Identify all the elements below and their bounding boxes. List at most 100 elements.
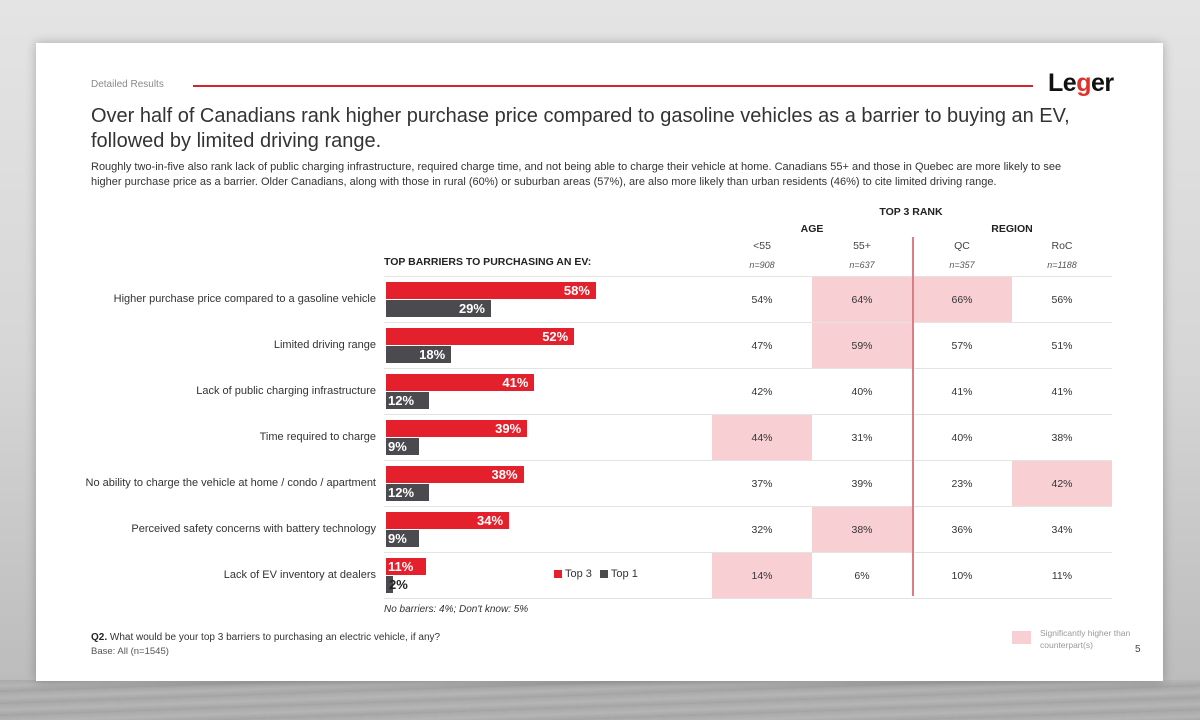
col-sample-size: n=908: [749, 260, 775, 270]
category-label: Higher purchase price compared to a gaso…: [113, 292, 376, 305]
bar-value-label: 9%: [388, 439, 407, 454]
table-cell: 41%: [1051, 385, 1073, 398]
bar-top3: 52%: [386, 328, 575, 345]
bar-top1: 12%: [386, 484, 430, 501]
leger-logo: Leger: [1048, 69, 1114, 98]
col-sample-size: n=357: [949, 260, 975, 270]
chart-legend: Top 3 Top 1: [554, 568, 638, 580]
col-sample-size: n=1188: [1047, 260, 1077, 270]
category-label: Perceived safety concerns with battery t…: [131, 522, 376, 535]
table-cell: 47%: [751, 339, 773, 352]
bar-value-label: 18%: [419, 347, 446, 362]
slide: Detailed Results Leger Over half of Cana…: [36, 43, 1163, 681]
group-age: AGE: [800, 223, 824, 235]
significance-swatch: [1012, 631, 1031, 644]
col-header: <55: [753, 240, 771, 252]
category-label: No ability to charge the vehicle at home…: [85, 476, 376, 489]
bar-value-label: 34%: [477, 513, 504, 528]
bar-value-label: 29%: [458, 301, 485, 316]
bar-value-label: 11%: [388, 559, 414, 574]
bar-top3: 34%: [386, 512, 510, 529]
bar-value-label: 38%: [491, 467, 518, 482]
table-cell: 57%: [951, 339, 973, 352]
base-text: Base: All (n=1545): [91, 646, 169, 657]
table-cell: 31%: [851, 431, 873, 444]
bar-value-label: 58%: [563, 283, 590, 298]
bar-top3: 58%: [386, 282, 596, 299]
category-label: Lack of EV inventory at dealers: [223, 568, 376, 581]
slide-subtitle: Roughly two-in-five also rank lack of pu…: [91, 161, 1062, 188]
col-header: QC: [954, 240, 970, 252]
col-header: RoC: [1051, 240, 1073, 252]
table-super-header: TOP 3 RANK: [879, 206, 943, 218]
bar-value-label: 2%: [389, 577, 408, 592]
table-cell-highlighted: 64%: [812, 277, 912, 322]
legend-item-top1: Top 1: [599, 568, 638, 580]
table-cell: 32%: [751, 523, 773, 536]
category-label: Limited driving range: [273, 338, 376, 351]
background: [0, 680, 1200, 720]
table-cell: 54%: [751, 293, 773, 306]
table-cell: 40%: [851, 385, 873, 398]
bar-top3: 11%: [386, 558, 426, 575]
col-header: 55+: [853, 240, 871, 252]
table-cell: 39%: [851, 477, 873, 490]
table-cell: 10%: [951, 569, 973, 582]
table-cell: 36%: [951, 523, 973, 536]
question-text: Q2. What would be your top 3 barriers to…: [91, 632, 440, 643]
table-cell: 41%: [951, 385, 973, 398]
legend-swatch-top3: [554, 570, 562, 579]
group-region: REGION: [991, 223, 1033, 235]
row-separator: [384, 598, 1112, 599]
logo-text-1: Le: [1048, 69, 1077, 97]
table-cell: 37%: [751, 477, 773, 490]
legend-item-top3: Top 3: [554, 568, 592, 580]
bar-value-label: 12%: [388, 485, 415, 500]
bar-top1: 9%: [386, 530, 419, 547]
category-label: Time required to charge: [259, 430, 376, 443]
table-cell: 51%: [1051, 339, 1073, 352]
question-body: What would be your top 3 barriers to pur…: [107, 632, 441, 643]
table-cell: 11%: [1051, 569, 1073, 582]
table-cell: 38%: [1051, 431, 1073, 444]
legend-label: Top 1: [610, 568, 638, 580]
section-label: Detailed Results: [91, 79, 164, 90]
row-separator: [384, 552, 1112, 553]
category-label: Lack of public charging infrastructure: [196, 384, 376, 397]
table-cell: 23%: [951, 477, 973, 490]
bar-top1: 12%: [386, 392, 430, 409]
legend-label: Top 3: [565, 568, 592, 580]
bar-top1: 9%: [386, 438, 419, 455]
bar-top1: 18%: [386, 346, 452, 363]
logo-text-2: er: [1090, 69, 1114, 97]
table-cell: 42%: [751, 385, 773, 398]
question-id: Q2.: [91, 632, 108, 643]
chart-title: TOP BARRIERS TO PURCHASING AN EV:: [384, 256, 592, 268]
legend-swatch-top1: [599, 570, 608, 579]
table-cell: 56%: [1051, 293, 1073, 306]
bar-value-label: 52%: [542, 329, 569, 344]
significance-legend: Significantly higher than counterpart(s): [1040, 628, 1131, 650]
bar-top3: 38%: [386, 466, 524, 483]
table-cell-highlighted: 14%: [712, 553, 812, 598]
bar-value-label: 12%: [388, 393, 415, 408]
bar-top1: 29%: [386, 300, 491, 317]
table-cell-highlighted: 38%: [812, 507, 912, 552]
bar-value-label: 9%: [388, 531, 407, 546]
table-cell-highlighted: 44%: [712, 415, 812, 460]
bar-top3: 39%: [386, 420, 528, 437]
page-number: 5: [1135, 644, 1141, 655]
table-cell-highlighted: 42%: [1012, 461, 1112, 506]
region-divider: [912, 237, 914, 596]
table-cell: 34%: [1051, 523, 1073, 536]
table-cell: 40%: [951, 431, 973, 444]
bar-top3: 41%: [386, 374, 535, 391]
row-separator: [384, 460, 1112, 461]
col-sample-size: n=637: [849, 260, 875, 270]
logo-accent: g: [1076, 69, 1091, 97]
table-cell-highlighted: 66%: [912, 277, 1012, 322]
slide-title: Over half of Canadians rank higher purch…: [91, 105, 1070, 152]
chart-footnote: No barriers: 4%; Don't know: 5%: [384, 604, 529, 615]
row-separator: [384, 368, 1112, 369]
bar-value-label: 41%: [502, 375, 529, 390]
